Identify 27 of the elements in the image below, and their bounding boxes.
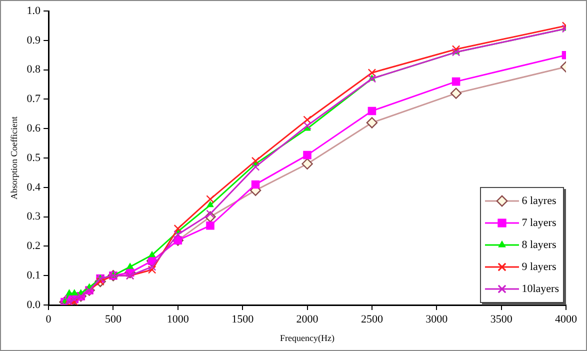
y-tick-label: 0.5	[26, 152, 42, 164]
y-tick-label: 0.7	[26, 93, 42, 106]
y-tick-label: 0.8	[26, 64, 42, 76]
y-tick-label: 0.0	[26, 298, 42, 311]
y-tick-label: 1.0	[26, 4, 42, 17]
y-axis-title: Absorption Coefficient	[8, 116, 19, 200]
x-axis-title: Frequency(Hz)	[280, 332, 335, 343]
x-tick-label: 3500	[490, 313, 513, 326]
x-tick-label: 1000	[166, 313, 190, 326]
legend-label: 8 layers	[522, 239, 556, 251]
x-tick-label: 2500	[360, 313, 384, 326]
x-tick-label: 1500	[232, 313, 254, 326]
legend-label: 6 layres	[522, 195, 556, 207]
legend-label: 7 layers	[522, 217, 556, 229]
x-tick-label: 0	[46, 313, 52, 326]
legend-label: 9 layers	[522, 261, 556, 273]
x-tick-label: 2000	[296, 313, 319, 326]
y-tick-label: 0.6	[26, 122, 42, 134]
x-tick-label: 500	[104, 313, 122, 326]
x-tick-label: 3000	[426, 313, 448, 326]
y-tick-label: 0.2	[26, 240, 41, 252]
y-tick-label: 0.4	[26, 181, 42, 194]
y-tick-label: 0.1	[26, 269, 41, 282]
x-tick-label: 4000	[555, 313, 578, 326]
legend-label: 10layers	[522, 283, 559, 295]
y-tick-label: 0.9	[26, 34, 42, 46]
y-tick-label: 0.3	[26, 210, 42, 223]
